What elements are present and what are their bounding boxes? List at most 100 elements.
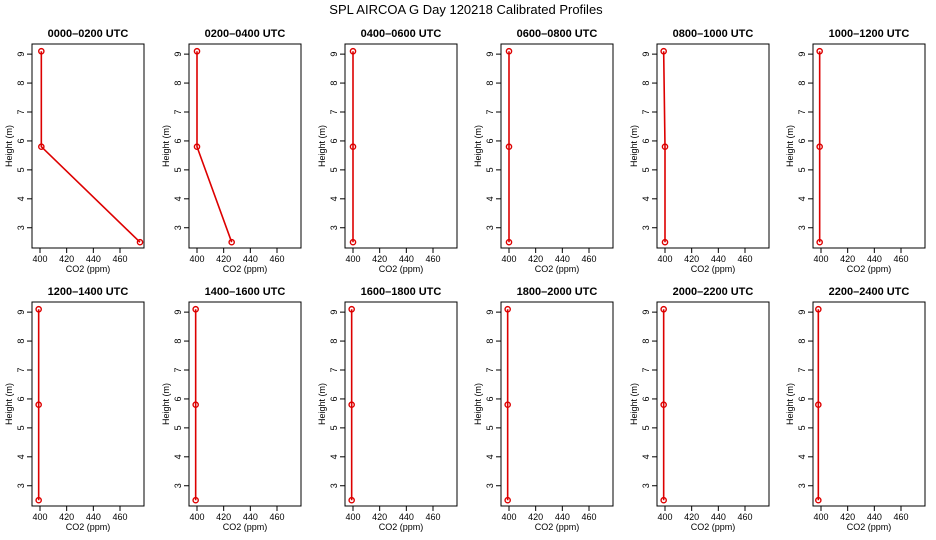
y-tick-label: 8 (485, 81, 495, 86)
plot-frame (656, 301, 770, 507)
y-axis-label: Height (m) (317, 383, 327, 425)
y-tick-label: 7 (797, 109, 807, 114)
y-tick-label: 8 (641, 339, 651, 344)
x-tick-label: 420 (528, 254, 543, 264)
y-tick-label: 9 (173, 52, 183, 57)
x-axis-label: CO2 (ppm) (66, 522, 111, 532)
profile-point (38, 47, 45, 55)
y-tick-label: 5 (797, 425, 807, 430)
profile-point (193, 143, 201, 151)
profile-panel: 1800–2000 UTC 400 420 440 460 3 4 5 6 7 8 9 CO2 (ppm… (473, 286, 614, 532)
profile-line (40, 51, 141, 243)
y-tick-label: 4 (16, 196, 26, 201)
y-axis-label: Height (m) (785, 383, 795, 425)
profile-panel: 1000–1200 UTC 400 420 440 460 3 4 5 6 7 8 9 CO2 (ppm… (785, 28, 926, 274)
x-axis-label: CO2 (ppm) (223, 522, 268, 532)
x-tick-label: 460 (112, 254, 127, 264)
y-tick-label: 7 (173, 109, 183, 114)
x-tick-label: 420 (216, 254, 231, 264)
y-tick-label: 4 (173, 454, 183, 459)
y-tick-label: 3 (641, 483, 651, 488)
y-tick-label: 9 (329, 52, 339, 57)
x-axis-label: CO2 (ppm) (66, 264, 111, 274)
plot-frame (500, 43, 614, 249)
y-tick-label: 9 (329, 310, 339, 315)
plot-frame (31, 301, 145, 507)
panel-title: 1600–1800 UTC (361, 286, 442, 298)
y-tick-label: 6 (797, 396, 807, 401)
y-tick-label: 5 (485, 167, 495, 172)
y-tick-label: 7 (329, 367, 339, 372)
x-tick-label: 400 (657, 512, 672, 522)
profile-point (349, 47, 357, 55)
y-tick-label: 3 (641, 225, 651, 230)
y-tick-label: 6 (16, 396, 26, 401)
y-tick-label: 9 (641, 52, 651, 57)
profile-point (505, 47, 513, 55)
profile-point (816, 47, 823, 55)
y-tick-label: 4 (797, 196, 807, 201)
y-tick-label: 4 (16, 454, 26, 459)
y-tick-label: 6 (16, 138, 26, 143)
profile-point (816, 238, 823, 246)
y-tick-label: 5 (173, 167, 183, 172)
y-tick-label: 6 (329, 138, 339, 143)
y-axis-label: Height (m) (4, 383, 14, 425)
y-tick-label: 6 (329, 396, 339, 401)
y-tick-label: 8 (16, 339, 26, 344)
x-axis-label: CO2 (ppm) (691, 264, 736, 274)
x-axis-label: CO2 (ppm) (535, 522, 580, 532)
x-axis-label: CO2 (ppm) (847, 522, 892, 532)
x-tick-label: 460 (269, 512, 284, 522)
panel-title: 1000–1200 UTC (829, 28, 910, 40)
y-tick-label: 7 (16, 367, 26, 372)
y-tick-label: 8 (329, 339, 339, 344)
x-tick-label: 440 (243, 512, 258, 522)
x-tick-label: 420 (840, 254, 855, 264)
plot-frame (188, 43, 302, 249)
profile-point (349, 143, 357, 151)
x-axis-label: CO2 (ppm) (379, 522, 424, 532)
panel-title: 1200–1400 UTC (48, 286, 129, 298)
x-tick-label: 440 (86, 512, 101, 522)
x-tick-label: 460 (269, 254, 284, 264)
profile-point (35, 496, 42, 504)
profile-point (348, 305, 355, 313)
y-tick-label: 9 (16, 310, 26, 315)
y-axis-label: Height (m) (317, 125, 327, 167)
y-tick-label: 7 (485, 109, 495, 114)
panel-title: 2000–2200 UTC (673, 286, 754, 298)
profile-point (661, 238, 669, 246)
y-tick-label: 5 (329, 425, 339, 430)
profile-point (136, 238, 144, 246)
y-axis-label: Height (m) (473, 125, 483, 167)
x-tick-label: 420 (840, 512, 855, 522)
x-tick-label: 460 (581, 254, 596, 264)
y-tick-label: 4 (485, 196, 495, 201)
y-tick-label: 3 (329, 483, 339, 488)
x-tick-label: 460 (425, 254, 440, 264)
y-tick-label: 5 (16, 167, 26, 172)
y-tick-label: 6 (173, 138, 183, 143)
y-tick-label: 5 (16, 425, 26, 430)
x-axis-label: CO2 (ppm) (691, 522, 736, 532)
x-tick-label: 400 (189, 254, 204, 264)
x-tick-label: 400 (813, 512, 828, 522)
y-axis-label: Height (m) (4, 125, 14, 167)
profile-point (228, 238, 235, 246)
y-tick-label: 4 (797, 454, 807, 459)
y-tick-label: 9 (485, 310, 495, 315)
profile-point (815, 401, 822, 409)
x-tick-label: 400 (189, 512, 204, 522)
x-tick-label: 400 (345, 254, 360, 264)
x-tick-label: 460 (893, 512, 908, 522)
panel-title: 1400–1600 UTC (205, 286, 286, 298)
y-tick-label: 9 (797, 52, 807, 57)
profile-point (505, 143, 513, 151)
y-tick-label: 5 (173, 425, 183, 430)
y-tick-label: 9 (173, 310, 183, 315)
y-tick-label: 6 (797, 138, 807, 143)
x-tick-label: 420 (684, 254, 699, 264)
y-tick-label: 5 (329, 167, 339, 172)
plot-frame (656, 43, 770, 249)
